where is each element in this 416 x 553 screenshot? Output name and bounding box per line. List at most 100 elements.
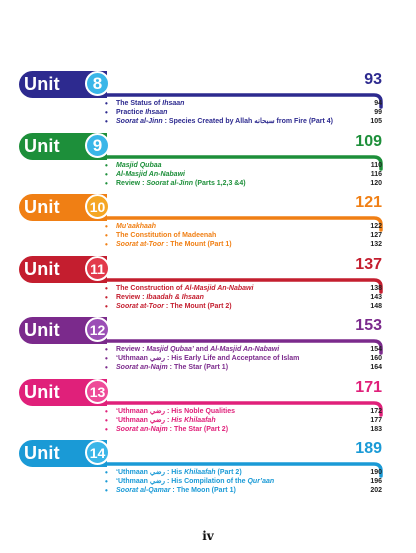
entry-page: 183 <box>370 426 382 433</box>
bullet: • <box>105 231 108 240</box>
entry-page: 94 <box>374 100 382 107</box>
entry-page: 172 <box>370 408 382 415</box>
entry-title-part: (Parts 1,2,3 &4) <box>193 180 246 187</box>
entry-title: ‘Uthmaan رضي : His Early Life and Accept… <box>116 354 299 363</box>
entry-page: 177 <box>370 417 382 424</box>
bullet: • <box>105 477 108 486</box>
entry-title: ‘Uthmaan رضي : His Khilaafah (Part 2) <box>116 468 242 477</box>
entry-title-part: ‘Uthmaan رضي : His Compilation of the <box>116 478 248 485</box>
unit-number-badge: 12 <box>85 317 110 342</box>
entry-title-part: ‘Uthmaan رضي : His Early Life and Accept… <box>116 355 300 362</box>
list-item: • ‘Uthmaan رضي : His Early Life and Accep… <box>105 354 382 363</box>
unit-label: Unit <box>24 197 60 217</box>
entry-title: Masjid Qubaa <box>116 161 162 170</box>
entry-page: 99 <box>374 109 382 116</box>
unit-entry-list: • ‘Uthmaan رضي : His Noble Qualities 172 • ‘… <box>105 407 382 434</box>
entry-title-part: The Construction of <box>116 285 185 292</box>
entry-page: 110 <box>370 162 382 169</box>
list-item: • Review : Soorat al-Jinn (Parts 1,2,3 &4… <box>105 179 382 188</box>
bullet: • <box>105 108 108 117</box>
list-item: • Review : Masjid Qubaa’ and Al-Masjid An… <box>105 345 382 354</box>
bullet: • <box>105 99 108 108</box>
bullet: • <box>105 363 108 372</box>
entry-title-part: : The Star (Part 1) <box>167 364 229 371</box>
list-item: • ‘Uthmaan رضي : His Khilaafah 177 <box>105 416 382 425</box>
list-item: • Practice Ihsaan 99 <box>105 108 382 117</box>
unit-entry-list: • ‘Uthmaan رضي : His Khilaafah (Part 2) 19… <box>105 468 382 495</box>
entry-page: 164 <box>370 364 382 371</box>
list-item: • Soorat al-Qamar : The Moon (Part 1) 202 <box>105 486 382 495</box>
entry-title: Review : Ibaadah & Ihsaan <box>116 293 204 302</box>
entry-title: Soorat al-Jinn : Species Created by Alla… <box>116 117 333 126</box>
list-item: • Masjid Qubaa 110 <box>105 161 382 170</box>
unit-header-line <box>105 155 383 171</box>
entry-title-part: Al-Masjid An-Nabawi <box>116 171 185 178</box>
unit-block: Unit 10 121 • Mu’aakhaah 122 • The Constitution… <box>19 194 392 249</box>
list-item: • Review : Ibaadah & Ihsaan 143 <box>105 293 382 302</box>
entry-title-part: Soorat an-Najm <box>116 426 168 433</box>
unit-label: Unit <box>24 259 60 279</box>
entry-title-part: Khilaafah <box>184 469 216 476</box>
entry-page: 105 <box>370 118 382 125</box>
list-item: • Al-Masjid An-Nabawi 116 <box>105 170 382 179</box>
unit-number-badge: 11 <box>85 256 110 281</box>
entry-title: Soorat an-Najm : The Star (Part 2) <box>116 425 228 434</box>
entry-title-part: Review : <box>116 346 147 353</box>
entry-title-part: ‘Uthmaan رضي : <box>116 417 172 424</box>
entry-page: 202 <box>370 487 382 494</box>
entry-title: Soorat an-Najm : The Star (Part 1) <box>116 363 228 372</box>
entry-title-part: Soorat at-Toor <box>116 241 164 248</box>
bullet: • <box>105 222 108 231</box>
list-item: • Soorat at-Toor : The Mount (Part 2) 148 <box>105 302 382 311</box>
unit-header-line <box>105 339 383 355</box>
list-item: • ‘Uthmaan رضي : His Khilaafah (Part 2) 19… <box>105 468 382 477</box>
unit-label: Unit <box>24 136 60 156</box>
entry-title-part: Qur’aan <box>247 478 275 485</box>
entry-title-part: ‘Uthmaan رضي : His Noble Qualities <box>116 408 236 415</box>
entry-page: 122 <box>370 223 382 230</box>
entry-page: 143 <box>370 294 382 301</box>
entry-title-part: Mu’aakhaah <box>116 223 157 230</box>
entry-title-part: Ihsaan <box>162 100 185 107</box>
entry-title-part: Review : <box>116 180 147 187</box>
entry-title: ‘Uthmaan رضي : His Noble Qualities <box>116 407 235 416</box>
unit-start-page: 189 <box>355 440 382 457</box>
list-item: • Mu’aakhaah 122 <box>105 222 382 231</box>
entry-title: Review : Masjid Qubaa’ and Al-Masjid An-… <box>116 345 279 354</box>
entry-title-part: : The Star (Part 2) <box>167 426 229 433</box>
bullet: • <box>105 161 108 170</box>
entry-title-part: Soorat al-Jinn <box>146 180 194 187</box>
entry-page: 120 <box>370 180 382 187</box>
entry-title: Al-Masjid An-Nabawi <box>116 170 185 179</box>
unit-label: Unit <box>24 74 60 94</box>
entry-title-part: Review : <box>116 294 147 301</box>
unit-start-page: 121 <box>355 194 382 211</box>
list-item: • Soorat al-Jinn : Species Created by All… <box>105 117 382 126</box>
entry-title: Soorat at-Toor : The Mount (Part 2) <box>116 302 232 311</box>
entry-title-part: Practice <box>116 109 146 116</box>
bullet: • <box>105 486 108 495</box>
list-item: • ‘Uthmaan رضي : His Noble Qualities 172 <box>105 407 382 416</box>
bullet: • <box>105 170 108 179</box>
unit-header-line <box>105 216 383 232</box>
entry-page: 138 <box>370 285 382 292</box>
entry-title-part: (Part 2) <box>215 469 242 476</box>
unit-number-badge: 13 <box>85 379 110 404</box>
unit-header-line <box>105 401 383 417</box>
entry-page: 148 <box>370 303 382 310</box>
entry-title-part: Soorat al-Qamar <box>116 487 171 494</box>
entry-title: ‘Uthmaan رضي : His Khilaafah <box>116 416 216 425</box>
entry-title-part: and <box>193 346 211 353</box>
unit-label: Unit <box>24 443 60 463</box>
unit-label: Unit <box>24 382 60 402</box>
unit-number-badge: 14 <box>85 440 110 465</box>
unit-block: Unit 12 153 • Review : Masjid Qubaa’ and Al-… <box>19 317 392 372</box>
entry-title: The Constitution of Madeenah <box>116 231 216 240</box>
unit-entry-list: • The Construction of Al-Masjid An-Nabawi… <box>105 284 382 311</box>
entry-page: 127 <box>370 232 382 239</box>
entry-title-part: Soorat al-Jinn <box>116 118 163 125</box>
unit-entry-list: • Masjid Qubaa 110 • Al-Masjid An-Nabawi 116 •… <box>105 161 382 188</box>
bullet: • <box>105 240 108 249</box>
entry-title: Mu’aakhaah <box>116 222 156 231</box>
bullet: • <box>105 293 108 302</box>
